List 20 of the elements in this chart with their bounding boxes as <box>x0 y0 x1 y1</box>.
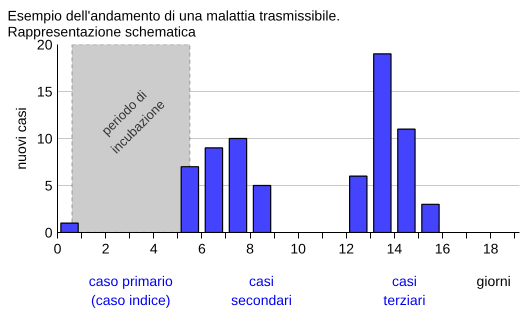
x-axis-title: giorni <box>476 272 511 289</box>
text: casi secondari <box>231 272 292 308</box>
y-axis-title: nuovi casi <box>12 107 29 170</box>
y-tick-label: 0 <box>44 224 53 240</box>
x-tick-label: 16 <box>434 240 450 256</box>
x-tick-label: 2 <box>102 240 110 256</box>
y-tick-label: 15 <box>36 84 53 100</box>
x-tick-label: 6 <box>198 240 206 256</box>
y-tick-label: 10 <box>36 130 53 146</box>
text: casi terziari <box>383 272 426 308</box>
y-tick-label: 5 <box>44 178 53 194</box>
x-tick-label: 18 <box>482 240 499 256</box>
text: caso primario (caso indice) <box>88 272 173 308</box>
x-tick-label: 12 <box>338 240 354 256</box>
x-tick-label: 8 <box>246 240 254 256</box>
x-tick-label: 4 <box>150 240 158 256</box>
y-tick-label: 20 <box>36 36 53 52</box>
x-tick-label: 14 <box>386 240 402 256</box>
x-tick-label: 10 <box>290 240 306 256</box>
chart-title: Esempio dell'andamento di una malattia trasmissibile. Rappresentazione schematica <box>8 8 340 40</box>
